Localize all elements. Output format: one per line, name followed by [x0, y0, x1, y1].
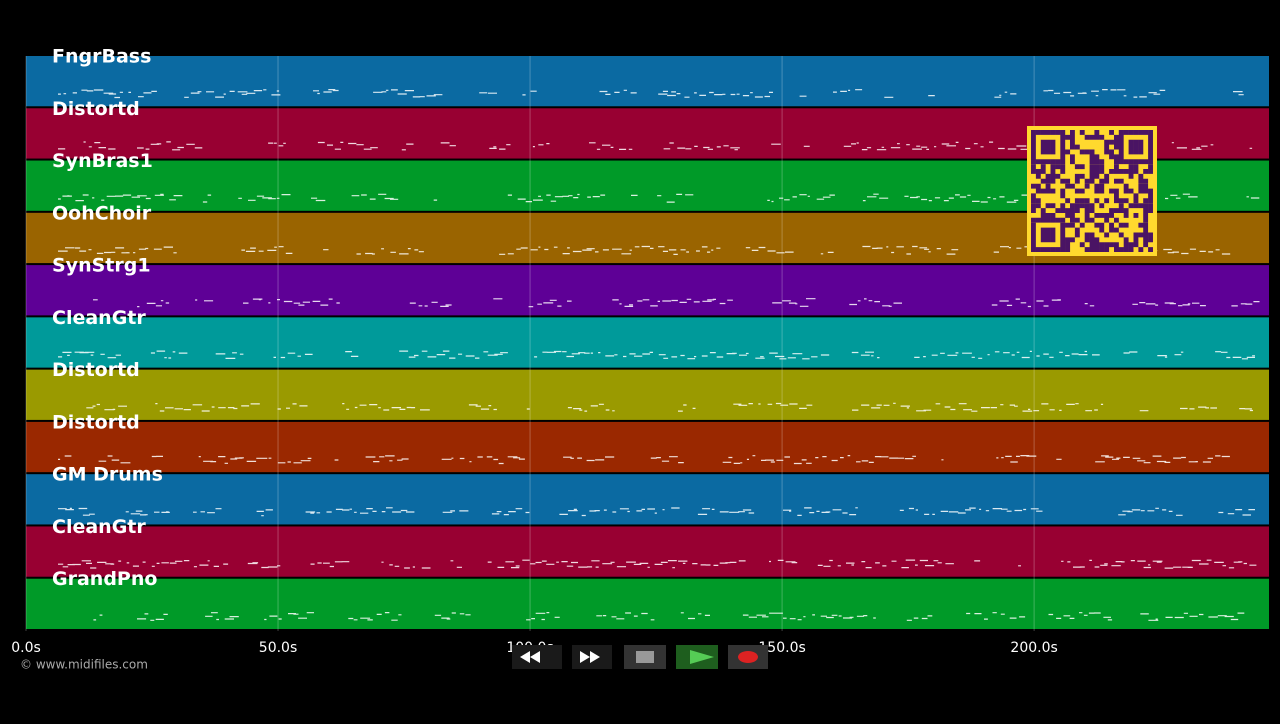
notes — [93, 298, 1260, 308]
qr-modules — [1031, 130, 1153, 252]
track-lane — [26, 578, 1269, 629]
notes — [58, 559, 1257, 569]
track-lane — [26, 526, 1269, 577]
track-name: Distortd — [52, 411, 140, 433]
track-name: SynBras1 — [52, 150, 153, 172]
record-icon — [738, 651, 758, 663]
track-name: FngrBass — [52, 46, 151, 68]
stop-icon — [636, 651, 654, 663]
track-lane — [26, 369, 1269, 420]
track-name: GrandPno — [52, 568, 157, 590]
notes — [86, 402, 1253, 412]
track-name: CleanGtr — [52, 307, 146, 329]
credit: © www.midifiles.com — [20, 658, 148, 672]
track-name: Distortd — [52, 98, 140, 120]
track-name: SynStrg1 — [52, 255, 151, 277]
notes — [58, 350, 1255, 360]
notes — [58, 455, 1230, 465]
x-tick-label: 0.0s — [11, 640, 41, 656]
track-name: Distortd — [52, 359, 140, 381]
track-lane — [26, 56, 1269, 107]
forward-icon — [580, 651, 600, 663]
track-lane — [26, 474, 1269, 525]
notes — [93, 612, 1245, 621]
rewind-icon — [520, 651, 540, 663]
notes — [58, 89, 1244, 99]
x-tick-label: 150.0s — [758, 640, 805, 656]
track-lane — [26, 317, 1269, 368]
track-name: GM Drums — [52, 464, 163, 486]
x-tick-label: 50.0s — [259, 640, 297, 656]
transport — [512, 645, 768, 669]
x-tick-label: 200.0s — [1010, 640, 1057, 656]
track-name: CleanGtr — [52, 516, 146, 538]
track-lane — [26, 421, 1269, 473]
play-icon — [690, 650, 714, 664]
track-lane — [26, 265, 1269, 316]
notes — [58, 507, 1255, 517]
track-name: OohChoir — [52, 202, 152, 224]
qr-code — [1027, 126, 1157, 256]
